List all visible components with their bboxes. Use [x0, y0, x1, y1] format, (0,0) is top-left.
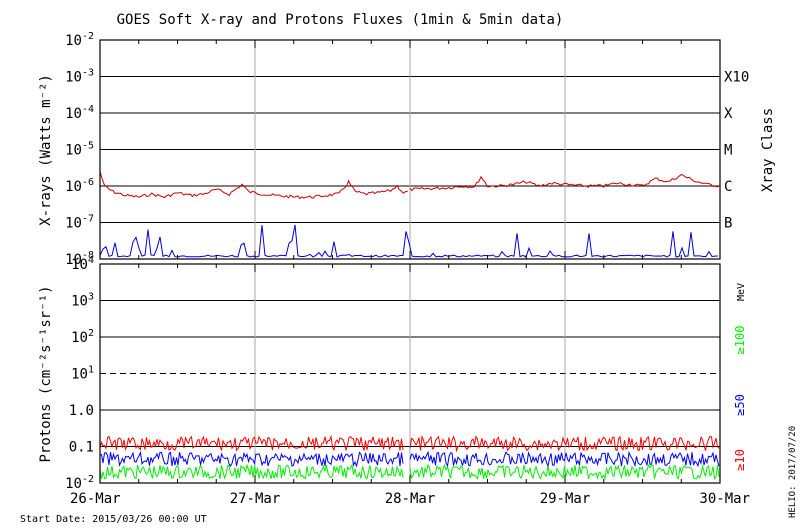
- proton-ytick-label: 103: [71, 292, 94, 310]
- xray-class-label: X: [724, 106, 733, 122]
- xray-ytick-label: 10-8: [65, 250, 94, 268]
- xray-class-label: C: [724, 179, 732, 195]
- xray-class-axis-label: Xray Class: [760, 108, 776, 192]
- xray-class-label: M: [724, 143, 732, 159]
- xray-ylabel: X-rays (Watts m⁻²): [38, 74, 54, 226]
- proton-line: [409, 463, 720, 481]
- xray-ytick-label: 10-3: [65, 68, 94, 86]
- proton-ytick-label: 102: [71, 328, 94, 346]
- proton-legend-entry: ≥10: [733, 449, 747, 471]
- proton-line: [99, 450, 404, 468]
- proton-ytick-label: 0.1: [69, 440, 94, 456]
- proton-line: [99, 434, 404, 452]
- start-date-label: Start Date: 2015/03/26 00:00 UT: [20, 514, 207, 525]
- x-tick-label: 30-Mar: [699, 491, 750, 507]
- xray-long-line: [409, 173, 721, 192]
- proton-line: [409, 450, 720, 468]
- proton-line: [99, 463, 404, 480]
- proton-ytick-label: 10-2: [65, 474, 94, 492]
- xray-ytick-label: 10-7: [65, 214, 94, 232]
- proton-legend-unit: MeV: [736, 283, 747, 301]
- xray-class-label: X10: [724, 70, 749, 86]
- xray-ytick-label: 10-5: [65, 141, 94, 159]
- proton-ytick-label: 104: [71, 255, 94, 273]
- axes: 26-Mar 27-Mar 28-Mar 29-Mar 30-Mar: [70, 39, 750, 507]
- proton-ytick-label: 1.0: [69, 403, 94, 419]
- xray-ytick-label: 10-6: [65, 177, 94, 195]
- proton-legend-entry: ≥100: [733, 326, 747, 355]
- proton-line: [409, 434, 720, 453]
- xray-lines: [99, 171, 721, 258]
- x-tick-label: 29-Mar: [540, 491, 591, 507]
- xray-grid: 10-2 10-3 10-4 10-5 10-6 10-7 10-8 X10 X M C B X-ray…: [38, 31, 776, 268]
- xray-short-line: [99, 224, 719, 258]
- proton-lines: [99, 434, 720, 481]
- x-tick-label: 26-Mar: [70, 491, 121, 507]
- credit-label: HELIO: 2017/07/20: [788, 426, 798, 518]
- xray-ytick-label: 10-2: [65, 31, 94, 49]
- proton-ylabel: Protons (cm⁻²s⁻¹sr⁻¹): [38, 285, 54, 462]
- x-tick-label: 27-Mar: [230, 491, 281, 507]
- xray-class-label: B: [724, 216, 732, 232]
- proton-legend-entry: ≥50: [733, 394, 747, 416]
- xray-ytick-label: 10-4: [65, 104, 94, 122]
- proton-ytick-label: 101: [71, 365, 94, 383]
- proton-grid: 104 103 102 101 1.0 0.1 10-2 Protons (cm⁻²s⁻¹sr…: [38, 255, 747, 492]
- chart-title: GOES Soft X-ray and Protons Fluxes (1min…: [117, 12, 564, 28]
- xray-long-line: [99, 171, 408, 200]
- x-tick-label: 28-Mar: [385, 491, 436, 507]
